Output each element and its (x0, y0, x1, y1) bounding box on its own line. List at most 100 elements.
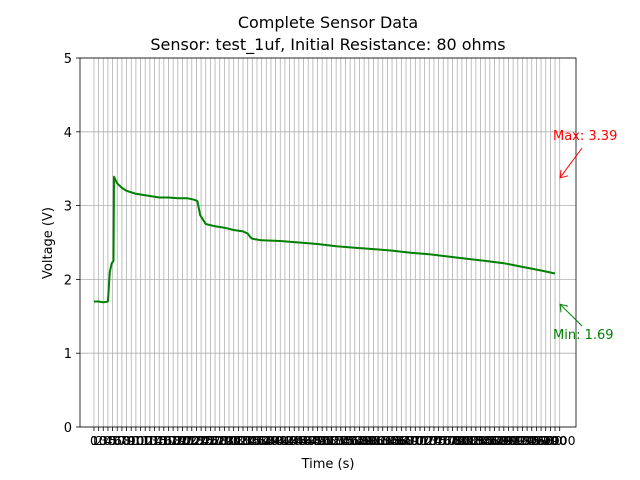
x-tick-label: 100 (129, 433, 153, 448)
x-tick-label: 630 (375, 433, 399, 448)
x-tick-label: 20 (95, 433, 111, 448)
y-tick-label: 2 (64, 273, 72, 288)
series-line (94, 175, 556, 304)
x-tick-label: 370 (254, 433, 278, 448)
x-tick-label: 250 (198, 433, 222, 448)
x-tick-label: 410 (273, 433, 297, 448)
x-tick-label: 730 (422, 433, 446, 448)
annotations: Max: 3.39 Min: 1.69 (553, 129, 617, 343)
x-tick-label: 990 (543, 433, 567, 448)
x-tick-label: 870 (487, 433, 511, 448)
x-tick-label: 590 (357, 433, 381, 448)
x-tick-label: 90 (128, 433, 144, 448)
x-tick-label: 520 (324, 433, 348, 448)
x-tick-label: 40 (105, 433, 121, 448)
x-tick-label: 940 (520, 433, 544, 448)
x-tick-label: 160 (157, 433, 181, 448)
x-tick-label: 190 (171, 433, 195, 448)
min-arrow-head (559, 303, 569, 313)
min-annotation: Min: 1.69 (553, 328, 614, 343)
x-tick-label: 900 (501, 433, 525, 448)
x-tick-label: 980 (538, 433, 562, 448)
x-tick-label: 140 (147, 433, 171, 448)
x-tick-label: 390 (264, 433, 288, 448)
x-tick-label: 340 (240, 433, 264, 448)
x-tick-label: 360 (250, 433, 274, 448)
x-tick-label: 420 (278, 433, 302, 448)
max-arrow-head (559, 169, 569, 179)
plot-frame (79, 57, 577, 428)
x-tick-label: 450 (292, 433, 316, 448)
x-tick-label: 50 (109, 433, 125, 448)
x-tick-label: 440 (287, 433, 311, 448)
x-tick-label: 860 (483, 433, 507, 448)
x-tick-label: 970 (534, 433, 558, 448)
x-tick-label: 230 (189, 433, 213, 448)
x-tick-label: 830 (469, 433, 493, 448)
x-tick-label: 120 (138, 433, 162, 448)
x-tick-label: 210 (180, 433, 204, 448)
x-tick-label: 430 (282, 433, 306, 448)
x-tick-label: 300 (222, 433, 246, 448)
y-axis-label: Voltage (V) (41, 207, 56, 279)
x-tick-label: 790 (450, 433, 474, 448)
x-tick-label: 620 (371, 433, 395, 448)
x-tick-label: 280 (212, 433, 236, 448)
x-tick-label: 710 (413, 433, 437, 448)
x-tick-label: 70 (119, 433, 135, 448)
x-tick-label: 850 (478, 433, 502, 448)
x-tick-label: 10 (91, 433, 107, 448)
min-arrow (559, 303, 583, 327)
x-tick-label: 350 (245, 433, 269, 448)
x-tick-label: 680 (399, 433, 423, 448)
x-tick-label: 80 (123, 433, 139, 448)
x-tick-label: 840 (473, 433, 497, 448)
x-tick-label: 890 (497, 433, 521, 448)
y-tick-label: 1 (64, 347, 72, 362)
x-axis-label: Time (s) (301, 457, 355, 472)
x-tick-label: 820 (464, 433, 488, 448)
x-tick-label: 240 (194, 433, 218, 448)
x-tick-label: 750 (431, 433, 455, 448)
x-tick-label: 780 (445, 433, 469, 448)
y-tick-label: 5 (64, 52, 72, 67)
x-tick-label: 220 (185, 433, 209, 448)
x-tick-label: 760 (436, 433, 460, 448)
x-tick-label: 600 (361, 433, 385, 448)
x-tick-label: 320 (231, 433, 255, 448)
x-tick-label: 500 (315, 433, 339, 448)
x-ticks: 0102030405060708090100110120130140150160… (90, 427, 576, 448)
x-tick-label: 290 (217, 433, 241, 448)
x-tick-label: 480 (306, 433, 330, 448)
x-tick-label: 60 (114, 433, 130, 448)
x-tick-label: 770 (441, 433, 465, 448)
x-tick-label: 570 (348, 433, 372, 448)
x-tick-label: 490 (310, 433, 334, 448)
x-tick-label: 200 (175, 433, 199, 448)
x-tick-label: 170 (161, 433, 185, 448)
x-tick-label: 950 (524, 433, 548, 448)
x-tick-label: 640 (380, 433, 404, 448)
x-tick-label: 700 (408, 433, 432, 448)
x-tick-label: 650 (385, 433, 409, 448)
y-tick-label: 3 (64, 200, 72, 215)
y-tick-label: 4 (64, 126, 72, 141)
x-tick-label: 910 (506, 433, 530, 448)
x-tick-label: 400 (268, 433, 292, 448)
x-tick-label: 180 (166, 433, 190, 448)
x-tick-label: 460 (296, 433, 320, 448)
x-tick-label: 800 (455, 433, 479, 448)
x-tick-label: 960 (529, 433, 553, 448)
x-tick-label: 1000 (544, 433, 576, 448)
chart-title-line2: Sensor: test_1uf, Initial Resistance: 80… (150, 35, 505, 55)
x-tick-label: 130 (143, 433, 167, 448)
x-tick-label: 110 (133, 433, 157, 448)
grid-lines (80, 57, 576, 428)
x-tick-label: 0 (90, 433, 98, 448)
x-tick-label: 690 (403, 433, 427, 448)
x-tick-label: 580 (352, 433, 376, 448)
x-tick-label: 260 (203, 433, 227, 448)
x-tick-label: 610 (366, 433, 390, 448)
x-tick-label: 310 (226, 433, 250, 448)
